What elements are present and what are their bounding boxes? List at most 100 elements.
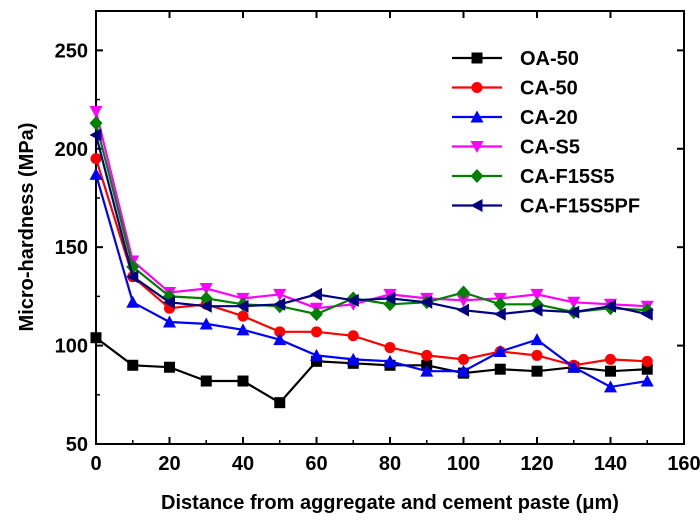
- data-point: [604, 299, 616, 313]
- legend-item: OA-50: [452, 48, 579, 70]
- data-point: [237, 375, 249, 387]
- legend-item: CA-F15S5: [452, 166, 614, 188]
- data-point: [311, 355, 322, 367]
- data-point: [531, 365, 543, 377]
- data-point: [199, 299, 212, 313]
- x-tick-label: 20: [158, 453, 180, 475]
- series-line: [94, 158, 648, 367]
- data-point: [89, 167, 103, 180]
- data-point: [164, 361, 175, 373]
- data-point: [420, 364, 434, 377]
- data-point: [384, 342, 396, 354]
- legend-item: CA-50: [452, 78, 578, 100]
- data-point: [126, 270, 139, 284]
- data-point: [383, 291, 396, 305]
- x-tick-label: 160: [667, 453, 700, 475]
- data-point: [641, 355, 653, 367]
- data-point: [420, 295, 433, 309]
- data-point: [273, 288, 287, 301]
- data-point: [200, 375, 212, 387]
- data-point: [273, 297, 286, 311]
- data-point: [274, 326, 286, 338]
- data-point: [457, 294, 470, 307]
- series-ca-f15s5pf: [89, 128, 653, 321]
- series-line: [94, 174, 648, 389]
- data-point: [199, 317, 213, 330]
- y-tick-label: 150: [55, 237, 88, 259]
- data-point: [494, 363, 506, 375]
- y-axis-title: Micro-hardness (MPa): [16, 123, 38, 332]
- y-tick-label: 50: [66, 434, 88, 456]
- legend-item: CA-20: [452, 107, 578, 129]
- data-point: [493, 307, 506, 321]
- data-point: [567, 296, 581, 309]
- data-point: [567, 305, 580, 319]
- data-point: [457, 303, 469, 317]
- legend-marker: [470, 169, 484, 183]
- data-point: [640, 307, 653, 321]
- data-point: [567, 360, 581, 373]
- data-point: [458, 353, 469, 365]
- legend-label: CA-F15S5: [520, 166, 614, 188]
- x-tick-label: 100: [447, 453, 480, 475]
- data-point: [530, 303, 543, 317]
- series-oa-50: [90, 332, 653, 409]
- x-tick-label: 140: [594, 453, 627, 475]
- series-line: [94, 134, 648, 316]
- x-tick-label: 40: [232, 453, 254, 475]
- data-point: [346, 352, 360, 365]
- data-point: [163, 315, 176, 328]
- series-lines: [89, 105, 654, 409]
- data-point: [530, 333, 544, 346]
- y-axis: 50 100 150 200 250: [55, 40, 684, 456]
- data-point: [90, 153, 102, 165]
- x-tick-label: 60: [305, 453, 327, 475]
- data-point: [89, 105, 103, 118]
- legend: OA-50 CA-50 CA-20 CA-S5 CA-F15S5 CA-F15S5PF: [452, 48, 640, 218]
- x-tick-label: 0: [90, 453, 101, 475]
- data-point: [531, 349, 543, 361]
- x-tick-label: 80: [379, 453, 401, 475]
- legend-marker: [471, 52, 483, 64]
- series-ca-20: [89, 167, 654, 393]
- data-point: [310, 287, 322, 301]
- legend-label: CA-20: [520, 107, 578, 129]
- y-tick-label: 100: [55, 336, 88, 358]
- legend-marker: [470, 110, 484, 123]
- legend-label: CA-50: [520, 78, 578, 100]
- series-line: [95, 336, 648, 405]
- data-point: [346, 293, 359, 307]
- data-point: [311, 326, 322, 338]
- legend-marker: [470, 199, 483, 212]
- legend-marker: [470, 141, 484, 153]
- data-point: [89, 128, 102, 142]
- y-tick-label: 250: [55, 40, 88, 62]
- legend-label: CA-F15S5PF: [520, 196, 640, 218]
- x-tick-label: 120: [520, 453, 553, 475]
- data-point: [383, 354, 397, 367]
- data-point: [605, 365, 616, 377]
- x-axis-title: Distance from aggregate and cement paste…: [161, 492, 619, 514]
- data-point: [604, 380, 617, 393]
- legend-marker: [471, 82, 483, 93]
- series-line: [94, 122, 648, 316]
- data-point: [493, 344, 507, 357]
- data-point: [310, 348, 323, 361]
- data-point: [163, 295, 175, 309]
- data-point: [273, 333, 287, 346]
- data-point: [127, 359, 139, 371]
- data-point: [90, 332, 102, 344]
- x-axis: 0 20 40 60 80 100 120 140 160: [90, 11, 700, 475]
- data-point: [421, 349, 433, 361]
- data-point: [641, 363, 653, 375]
- legend-label: OA-50: [520, 48, 579, 70]
- data-point: [605, 353, 616, 365]
- data-point: [457, 364, 470, 377]
- data-point: [640, 374, 654, 387]
- data-point: [236, 323, 250, 336]
- legend-item: CA-S5: [452, 137, 580, 159]
- data-point: [347, 330, 359, 342]
- legend-label: CA-S5: [520, 137, 580, 159]
- data-point: [236, 299, 249, 313]
